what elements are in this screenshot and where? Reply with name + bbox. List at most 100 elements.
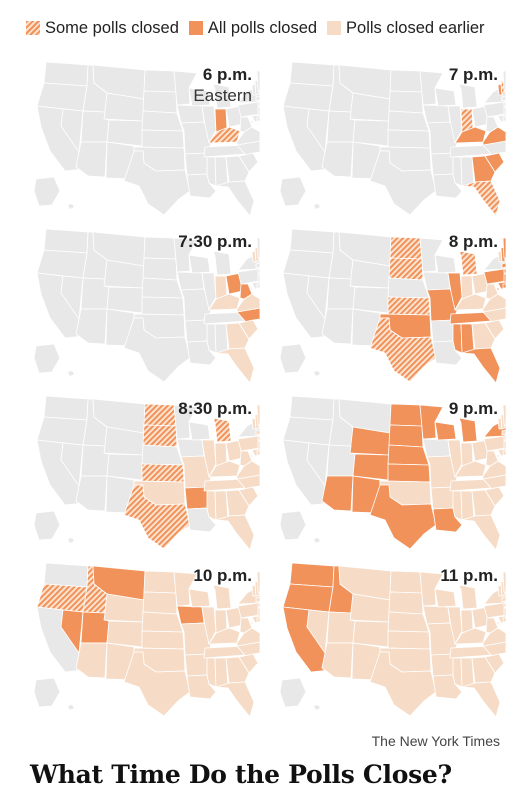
state-UT xyxy=(80,444,110,477)
state-GA xyxy=(471,155,496,183)
state-FL xyxy=(461,347,501,384)
state-MS xyxy=(206,657,217,688)
state-HI xyxy=(68,371,74,376)
state-MA xyxy=(501,596,506,603)
state-NJ xyxy=(503,440,506,450)
state-AK xyxy=(33,176,61,207)
state-WI xyxy=(434,254,457,274)
state-GA xyxy=(471,656,496,684)
state-IL xyxy=(201,105,217,144)
state-PA xyxy=(483,435,506,452)
state-CT xyxy=(257,435,260,441)
state-CT xyxy=(503,268,506,274)
state-FL xyxy=(215,681,255,718)
state-MA xyxy=(255,262,260,269)
state-TX xyxy=(369,150,437,216)
state-NE xyxy=(387,444,430,466)
state-GA xyxy=(225,155,250,183)
state-MI xyxy=(458,584,478,610)
state-UT xyxy=(326,110,356,143)
map-panel-830pm: 8:30 p.m. xyxy=(20,389,266,556)
map-panel-9pm: 9 p.m. xyxy=(266,389,512,556)
state-WA xyxy=(289,562,335,588)
state-MS xyxy=(206,156,217,187)
state-PA xyxy=(237,101,260,118)
state-NE xyxy=(387,277,430,299)
state-GA xyxy=(471,489,496,517)
source-credit: The New York Times xyxy=(371,733,500,749)
panel-time: 8 p.m. xyxy=(449,232,498,252)
state-MN xyxy=(173,70,198,106)
state-DC xyxy=(250,621,254,625)
state-IL xyxy=(201,439,217,478)
state-MS xyxy=(206,323,217,354)
state-WA xyxy=(43,61,89,87)
state-AK xyxy=(279,677,307,708)
state-IL xyxy=(447,439,463,478)
state-DE xyxy=(502,617,506,623)
state-AL xyxy=(460,323,475,354)
state-NC xyxy=(482,307,506,324)
state-WV xyxy=(239,617,253,634)
state-DC xyxy=(496,287,500,291)
panel-time: 9 p.m. xyxy=(449,399,498,419)
state-ND xyxy=(389,69,423,93)
state-SD xyxy=(142,591,178,615)
state-KS xyxy=(387,463,431,483)
state-CO xyxy=(352,453,390,481)
panel-time: 7 p.m. xyxy=(449,65,498,85)
state-ME xyxy=(502,70,506,92)
state-ME xyxy=(502,237,506,259)
state-NJ xyxy=(257,273,260,283)
state-MS xyxy=(206,490,217,521)
state-CO xyxy=(352,286,390,314)
state-NC xyxy=(482,474,506,491)
state-DE xyxy=(256,116,260,122)
us-map xyxy=(279,61,506,217)
state-CO xyxy=(352,620,390,648)
state-GA xyxy=(471,322,496,350)
state-IA xyxy=(422,438,451,458)
state-NE xyxy=(141,110,184,132)
state-UT xyxy=(80,110,110,143)
state-AZ xyxy=(75,642,108,679)
state-IA xyxy=(176,605,205,625)
state-FL xyxy=(461,514,501,551)
state-ME xyxy=(256,237,260,259)
state-AL xyxy=(460,657,475,688)
panel-time-label: 8:30 p.m. xyxy=(178,399,252,418)
state-KY xyxy=(454,293,487,311)
map-panel-7pm: 7 p.m. xyxy=(266,55,512,222)
state-MI xyxy=(212,417,232,443)
state-AK xyxy=(33,343,61,374)
state-KS xyxy=(387,630,431,650)
state-ND xyxy=(143,403,177,427)
state-KS xyxy=(141,296,185,316)
state-PA xyxy=(237,435,260,452)
state-SD xyxy=(388,424,424,448)
state-IL xyxy=(201,606,217,645)
state-DE xyxy=(256,283,260,289)
state-SD xyxy=(142,90,178,114)
state-MN xyxy=(173,404,198,440)
state-AZ xyxy=(321,308,354,345)
state-IA xyxy=(422,605,451,625)
state-CO xyxy=(106,119,144,147)
state-TX xyxy=(369,484,437,550)
panel-time: 11 p.m. xyxy=(440,566,498,586)
state-CT xyxy=(257,268,260,274)
legend-label-all: All polls closed xyxy=(207,18,318,37)
state-NC xyxy=(236,140,260,157)
state-WV xyxy=(485,617,499,634)
map-panel-6pm: 6 p.m. Eastern xyxy=(20,55,266,222)
state-ME xyxy=(256,70,260,92)
state-DC xyxy=(496,454,500,458)
panel-time: 10 p.m. xyxy=(193,566,252,586)
state-AL xyxy=(460,156,475,187)
state-NJ xyxy=(503,106,506,116)
legend-item-all-polls-closed: All polls closed xyxy=(188,18,318,38)
state-AZ xyxy=(75,308,108,345)
state-MN xyxy=(419,70,444,106)
state-CO xyxy=(106,620,144,648)
us-map xyxy=(33,228,260,384)
